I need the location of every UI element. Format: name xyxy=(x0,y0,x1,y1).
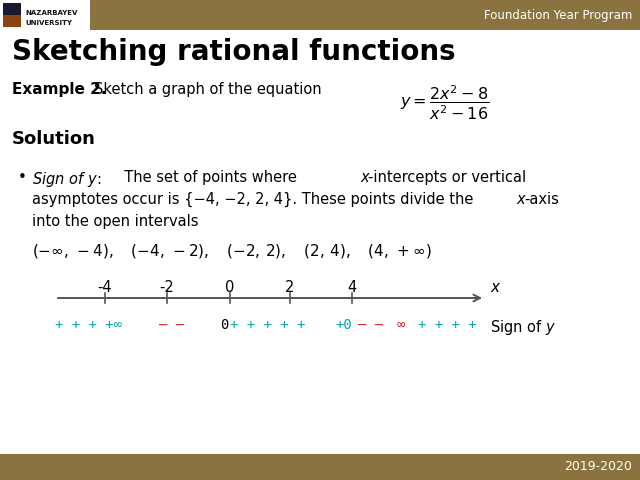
Text: -4: -4 xyxy=(98,280,112,295)
Text: $\mathit{Sign\ of\ y}$:: $\mathit{Sign\ of\ y}$: xyxy=(32,170,101,189)
Bar xyxy=(0,0,90,30)
Bar xyxy=(3,15,21,27)
Text: ∞: ∞ xyxy=(397,318,405,332)
Text: asymptotes occur is {−4, −2, 2, 4}. These points divide the: asymptotes occur is {−4, −2, 2, 4}. Thes… xyxy=(32,192,478,207)
Text: Sketching rational functions: Sketching rational functions xyxy=(12,38,456,66)
Text: $x$: $x$ xyxy=(516,192,527,207)
Bar xyxy=(0,454,640,480)
Text: $(-\infty,\,-4),\quad(-4,\,-2),\quad(-2,\,2),\quad(2,\,4),\quad(4,\,+\infty)$: $(-\infty,\,-4),\quad(-4,\,-2),\quad(-2,… xyxy=(32,242,432,260)
Text: 0: 0 xyxy=(220,318,228,332)
Text: UNIVERSITY: UNIVERSITY xyxy=(25,20,72,26)
Text: The set of points where: The set of points where xyxy=(115,170,301,185)
Text: Example 2.: Example 2. xyxy=(12,82,106,97)
Text: $x$: $x$ xyxy=(490,280,502,295)
Bar xyxy=(3,3,21,27)
Text: +0: +0 xyxy=(335,318,352,332)
Text: Foundation Year Program: Foundation Year Program xyxy=(484,9,632,22)
Text: 2: 2 xyxy=(285,280,294,295)
Text: NAZARBAYEV: NAZARBAYEV xyxy=(25,10,77,16)
Text: Sketch a graph of the equation: Sketch a graph of the equation xyxy=(94,82,322,97)
Text: 4: 4 xyxy=(348,280,356,295)
Text: Solution: Solution xyxy=(12,130,96,148)
Text: – –: – – xyxy=(358,318,383,332)
Text: – –: – – xyxy=(159,318,184,332)
Text: $x$: $x$ xyxy=(360,170,371,185)
Text: + + + + +: + + + + + xyxy=(230,318,305,332)
Text: -axis: -axis xyxy=(524,192,559,207)
Text: 2019-2020: 2019-2020 xyxy=(564,460,632,473)
Text: into the open intervals: into the open intervals xyxy=(32,214,198,229)
Text: -intercepts or vertical: -intercepts or vertical xyxy=(368,170,526,185)
Text: + + + +∞: + + + +∞ xyxy=(55,318,122,332)
Text: •: • xyxy=(18,170,27,185)
Text: + + + +: + + + + xyxy=(418,318,477,332)
Text: $y = \dfrac{2x^2 - 8}{x^2 - 16}$: $y = \dfrac{2x^2 - 8}{x^2 - 16}$ xyxy=(400,84,490,122)
Text: Sign of $y$: Sign of $y$ xyxy=(490,318,556,337)
Text: 0: 0 xyxy=(225,280,235,295)
Text: -2: -2 xyxy=(159,280,174,295)
Bar xyxy=(0,0,640,30)
